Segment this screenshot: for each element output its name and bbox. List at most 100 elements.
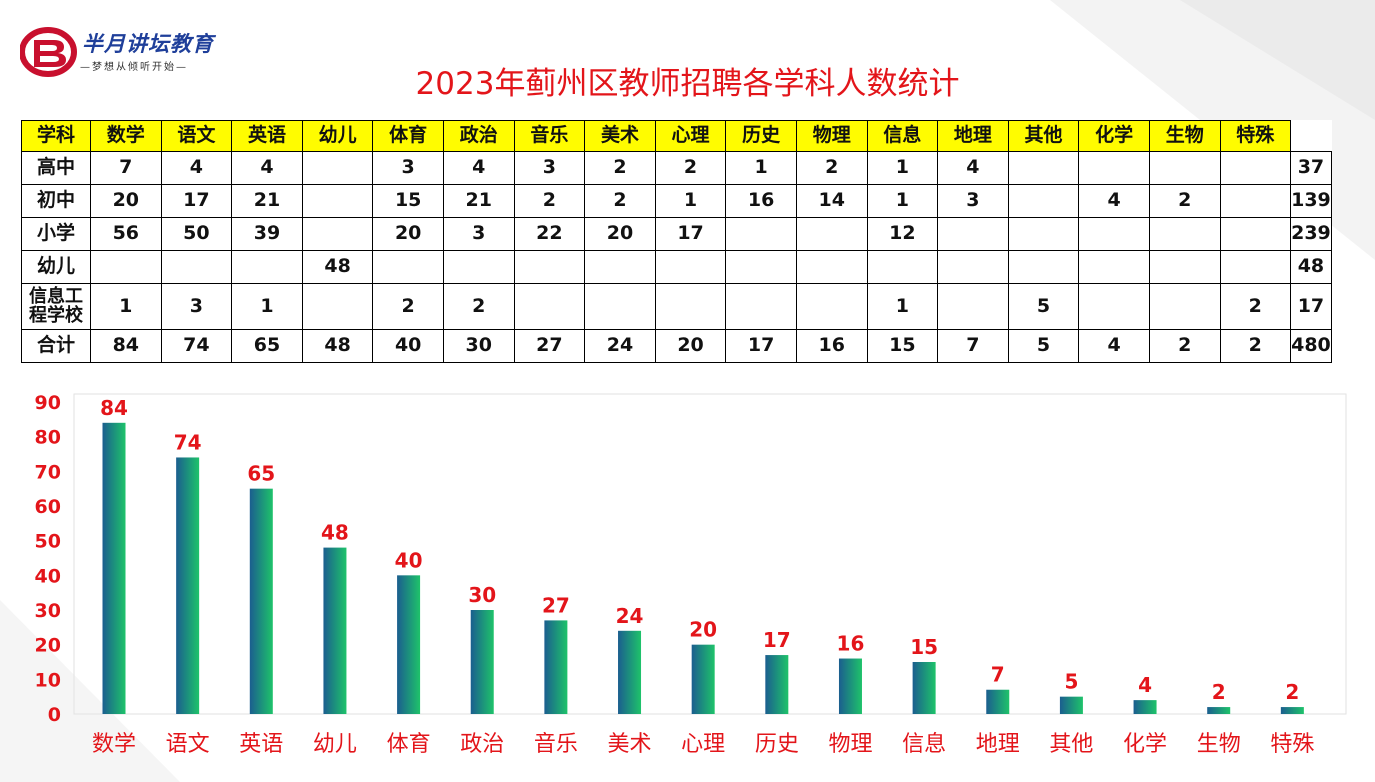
table-cell: 17 (654, 217, 727, 251)
bar-0 (102, 422, 126, 714)
table-cell: 65 (231, 329, 303, 363)
table-cell: 14 (795, 184, 868, 218)
x-category-label: 历史 (755, 732, 799, 757)
table-cell: 2 (584, 151, 656, 185)
header-cell: 政治 (442, 120, 515, 152)
table-cell: 21 (231, 184, 303, 218)
x-category-label: 语文 (166, 732, 210, 757)
table-cell: 48 (301, 329, 374, 363)
bar-8 (691, 644, 715, 714)
table-cell (725, 250, 797, 284)
x-category-label: 地理 (976, 732, 1020, 757)
table-cell (301, 184, 374, 218)
data-label: 20 (689, 618, 717, 642)
table-cell: 56 (90, 217, 162, 251)
header-cell: 生物 (1148, 120, 1221, 152)
table-cell (1007, 151, 1080, 185)
table-cell (301, 217, 374, 251)
table-cell: 21 (442, 184, 515, 218)
bar-3 (323, 547, 347, 714)
table-row: 初中 20 17 21 15 21 2 2 1 16 14 1 3 4 2 139 (21, 184, 1332, 218)
bar-chart: 0 10 20 30 40 50 60 70 80 90 84 数学 74 语文 65 英语 48 幼儿 40 体育 3… (28, 388, 1350, 776)
table-cell: 20 (584, 217, 656, 251)
header-cell: 英语 (231, 120, 303, 152)
table-cell: 40 (372, 329, 444, 363)
header-cell: 信息 (866, 120, 939, 152)
table-cell: 7 (90, 151, 162, 185)
logo-emblem-icon (20, 27, 77, 77)
table-cell: 4 (1078, 329, 1150, 363)
header-cell: 化学 (1078, 120, 1150, 152)
table-cell (937, 250, 1009, 284)
row-label-cell: 幼儿 (21, 250, 91, 284)
table-cell (1148, 250, 1221, 284)
table-cell: 2 (1148, 184, 1221, 218)
table-cell (654, 250, 727, 284)
table-cell (654, 283, 727, 330)
table-cell: 5 (1007, 283, 1080, 330)
bar-16 (1280, 707, 1304, 714)
row-label-cell: 小学 (21, 217, 91, 251)
table-cell (1219, 217, 1292, 251)
row-label-cell: 高中 (21, 151, 91, 185)
table-cell: 39 (231, 217, 303, 251)
x-category-label: 体育 (387, 732, 431, 757)
x-category-label: 英语 (239, 732, 283, 757)
data-label: 65 (247, 462, 275, 486)
table-cell: 3 (513, 151, 586, 185)
y-tick-label: 50 (35, 531, 61, 553)
data-label: 2 (1212, 680, 1226, 704)
table-cell: 16 (795, 329, 868, 363)
x-category-label: 特殊 (1270, 732, 1314, 757)
row-label-cell: 合计 (21, 329, 91, 363)
data-label: 5 (1064, 670, 1078, 694)
table-cell: 20 (372, 217, 444, 251)
x-category-label: 信息 (902, 732, 946, 757)
bar-10 (838, 658, 862, 714)
table-cell (1148, 151, 1221, 185)
table-cell: 17 (1290, 283, 1332, 330)
table-cell: 2 (513, 184, 586, 218)
table-cell: 4 (937, 151, 1009, 185)
bar-2 (249, 488, 273, 714)
table-cell: 1 (654, 184, 727, 218)
data-label: 2 (1285, 680, 1299, 704)
logo-slogan: —梦想从倾听开始— (80, 62, 188, 73)
y-tick-label: 90 (35, 392, 61, 414)
table-cell: 7 (937, 329, 1009, 363)
table-cell: 2 (795, 151, 868, 185)
table-cell (1078, 250, 1150, 284)
table-cell: 2 (372, 283, 444, 330)
table-cell (584, 283, 656, 330)
table-cell: 4 (442, 151, 515, 185)
table-cell (231, 250, 303, 284)
bar-13 (1059, 696, 1083, 714)
table-cell: 1 (231, 283, 303, 330)
logo-name: 半月讲坛教育 (82, 32, 214, 56)
table-cell (1078, 283, 1150, 330)
x-category-label: 数学 (92, 732, 136, 757)
y-tick-label: 60 (35, 496, 61, 518)
table-cell: 22 (513, 217, 586, 251)
table-row: 幼儿 48 48 (21, 250, 1332, 284)
bar-12 (986, 689, 1010, 714)
table-cell (442, 250, 515, 284)
table-cell: 50 (160, 217, 233, 251)
page-title: 2023年蓟州区教师招聘各学科人数统计 (415, 66, 960, 102)
table-cell (866, 250, 939, 284)
header-cell: 幼儿 (301, 120, 374, 152)
table-cell: 20 (654, 329, 727, 363)
table-cell: 48 (301, 250, 374, 284)
data-label: 17 (763, 628, 791, 652)
data-label: 40 (395, 548, 423, 572)
table-cell: 1 (866, 184, 939, 218)
bar-9 (765, 655, 789, 714)
y-tick-label: 0 (48, 704, 61, 726)
table-cell: 12 (866, 217, 939, 251)
table-row: 合计 84 74 65 48 40 30 27 24 20 17 16 15 7 5 4 2 2 480 (21, 329, 1332, 363)
x-category-label: 物理 (828, 732, 872, 757)
header-cell: 特殊 (1219, 120, 1292, 152)
table-cell: 30 (442, 329, 515, 363)
x-category-label: 政治 (460, 732, 504, 757)
